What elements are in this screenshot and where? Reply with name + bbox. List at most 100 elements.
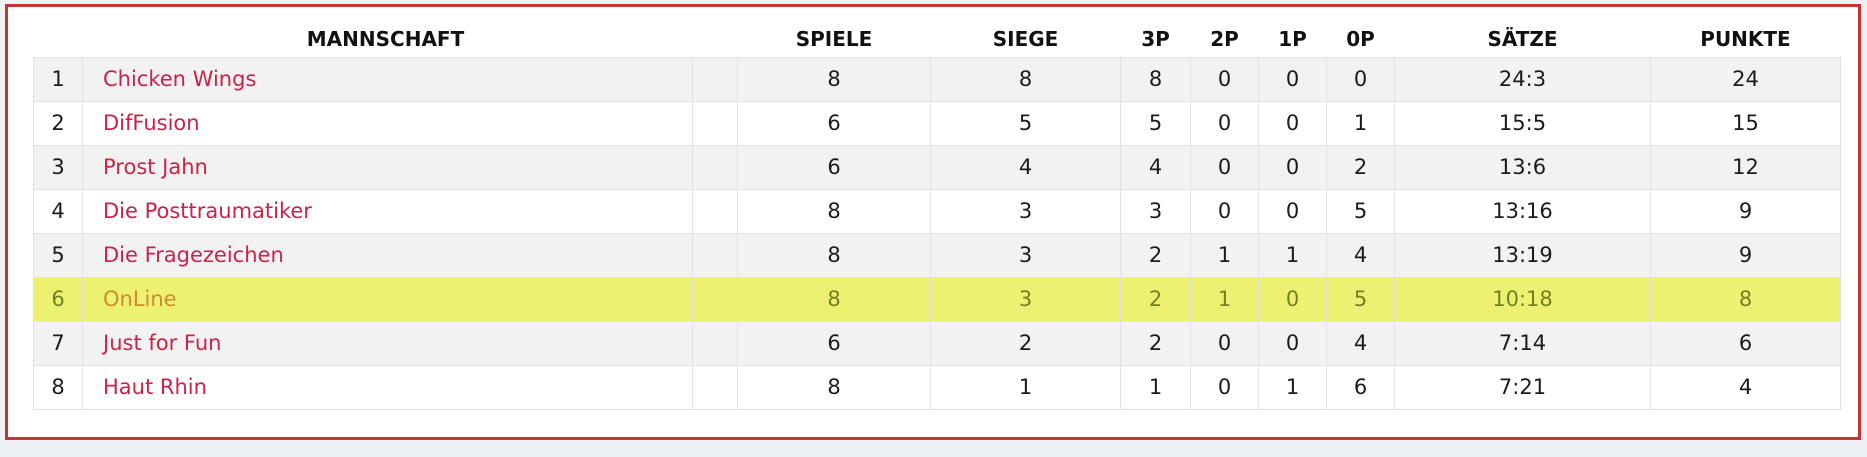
spiele-cell: 8 <box>737 188 932 234</box>
wins-0p-cell: 4 <box>1326 320 1396 366</box>
saetze-cell: 13:19 <box>1394 232 1652 278</box>
punkte-cell: 6 <box>1650 320 1842 366</box>
header-spiele: SPIELE <box>795 26 873 51</box>
saetze-cell: 13:16 <box>1394 188 1652 234</box>
punkte-cell: 8 <box>1650 276 1842 322</box>
rank-cell: 6 <box>33 276 83 322</box>
wins-0p-cell: 0 <box>1326 56 1396 102</box>
table-row: 4 Die Posttraumatiker 8 3 3 0 0 5 13:16 … <box>33 188 1842 234</box>
header-0p: 0P <box>1346 26 1375 51</box>
spiele-cell: 8 <box>737 364 932 410</box>
header-row: MANNSCHAFT SPIELE SIEGE 3P 2P 1P 0P SÄTZ… <box>34 13 1841 57</box>
siege-cell: 3 <box>930 276 1122 322</box>
team-name-link[interactable]: DifFusion <box>82 100 693 146</box>
spacer-cell <box>691 364 739 410</box>
header-3p: 3P <box>1141 26 1170 51</box>
siege-cell: 2 <box>930 320 1122 366</box>
wins-2p-cell: 1 <box>1190 232 1260 278</box>
wins-0p-cell: 2 <box>1326 144 1396 190</box>
team-name-link[interactable]: Die Posttraumatiker <box>82 188 693 234</box>
rank-cell: 4 <box>33 188 83 234</box>
rank-cell: 1 <box>33 56 83 102</box>
wins-0p-cell: 5 <box>1326 188 1396 234</box>
table-row-highlighted: 6 OnLine 8 3 2 1 0 5 10:18 8 <box>33 276 1842 322</box>
saetze-cell: 15:5 <box>1394 100 1652 146</box>
spiele-cell: 8 <box>737 232 932 278</box>
spiele-cell: 6 <box>737 100 932 146</box>
punkte-cell: 9 <box>1650 188 1842 234</box>
siege-cell: 8 <box>930 56 1122 102</box>
wins-3p-cell: 2 <box>1120 232 1192 278</box>
rank-cell: 3 <box>33 144 83 190</box>
table-row: 8 Haut Rhin 8 1 1 0 1 6 7:21 4 <box>33 364 1842 410</box>
rank-cell: 7 <box>33 320 83 366</box>
standings-panel: MANNSCHAFT SPIELE SIEGE 3P 2P 1P 0P SÄTZ… <box>5 4 1861 440</box>
wins-3p-cell: 2 <box>1120 276 1192 322</box>
header-punkte: PUNKTE <box>1700 26 1791 51</box>
spiele-cell: 6 <box>737 320 932 366</box>
wins-3p-cell: 8 <box>1120 56 1192 102</box>
saetze-cell: 7:21 <box>1394 364 1652 410</box>
table-row: 3 Prost Jahn 6 4 4 0 0 2 13:6 12 <box>33 144 1842 190</box>
wins-2p-cell: 0 <box>1190 56 1260 102</box>
spacer-cell <box>691 188 739 234</box>
rank-cell: 5 <box>33 232 83 278</box>
saetze-cell: 13:6 <box>1394 144 1652 190</box>
wins-2p-cell: 0 <box>1190 188 1260 234</box>
punkte-cell: 9 <box>1650 232 1842 278</box>
header-1p: 1P <box>1278 26 1307 51</box>
saetze-cell: 10:18 <box>1394 276 1652 322</box>
spacer-cell <box>691 56 739 102</box>
header-siege: SIEGE <box>992 26 1059 51</box>
wins-1p-cell: 0 <box>1258 56 1328 102</box>
wins-0p-cell: 4 <box>1326 232 1396 278</box>
header-mannschaft: MANNSCHAFT <box>306 26 465 51</box>
team-name-link[interactable]: Just for Fun <box>82 320 693 366</box>
spacer-cell <box>691 144 739 190</box>
wins-0p-cell: 5 <box>1326 276 1396 322</box>
spiele-cell: 8 <box>737 276 932 322</box>
saetze-cell: 24:3 <box>1394 56 1652 102</box>
punkte-cell: 24 <box>1650 56 1842 102</box>
header-saetze: SÄTZE <box>1487 26 1558 51</box>
spacer-cell <box>691 100 739 146</box>
wins-1p-cell: 0 <box>1258 276 1328 322</box>
table-row: 7 Just for Fun 6 2 2 0 0 4 7:14 6 <box>33 320 1842 366</box>
wins-2p-cell: 0 <box>1190 364 1260 410</box>
punkte-cell: 15 <box>1650 100 1842 146</box>
punkte-cell: 4 <box>1650 364 1842 410</box>
wins-3p-cell: 2 <box>1120 320 1192 366</box>
spacer-cell <box>691 232 739 278</box>
wins-2p-cell: 0 <box>1190 320 1260 366</box>
table-row: 1 Chicken Wings 8 8 8 0 0 0 24:3 24 <box>33 56 1842 102</box>
rank-cell: 8 <box>33 364 83 410</box>
siege-cell: 3 <box>930 232 1122 278</box>
team-name-link[interactable]: OnLine <box>82 276 693 322</box>
team-name-link[interactable]: Chicken Wings <box>82 56 693 102</box>
wins-3p-cell: 5 <box>1120 100 1192 146</box>
wins-3p-cell: 4 <box>1120 144 1192 190</box>
wins-2p-cell: 0 <box>1190 100 1260 146</box>
table-row: 2 DifFusion 6 5 5 0 0 1 15:5 15 <box>33 100 1842 146</box>
header-2p: 2P <box>1210 26 1239 51</box>
wins-2p-cell: 0 <box>1190 144 1260 190</box>
saetze-cell: 7:14 <box>1394 320 1652 366</box>
wins-0p-cell: 6 <box>1326 364 1396 410</box>
siege-cell: 4 <box>930 144 1122 190</box>
wins-2p-cell: 1 <box>1190 276 1260 322</box>
spiele-cell: 8 <box>737 56 932 102</box>
team-name-link[interactable]: Haut Rhin <box>82 364 693 410</box>
siege-cell: 1 <box>930 364 1122 410</box>
table-row: 5 Die Fragezeichen 8 3 2 1 1 4 13:19 9 <box>33 232 1842 278</box>
spacer-cell <box>691 320 739 366</box>
team-name-link[interactable]: Die Fragezeichen <box>82 232 693 278</box>
wins-1p-cell: 1 <box>1258 364 1328 410</box>
team-name-link[interactable]: Prost Jahn <box>82 144 693 190</box>
siege-cell: 5 <box>930 100 1122 146</box>
wins-3p-cell: 1 <box>1120 364 1192 410</box>
wins-1p-cell: 0 <box>1258 188 1328 234</box>
wins-1p-cell: 0 <box>1258 100 1328 146</box>
wins-1p-cell: 0 <box>1258 144 1328 190</box>
wins-1p-cell: 0 <box>1258 320 1328 366</box>
wins-3p-cell: 3 <box>1120 188 1192 234</box>
